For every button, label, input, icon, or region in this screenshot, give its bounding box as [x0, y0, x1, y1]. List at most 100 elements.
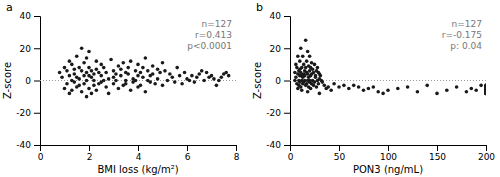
x-tick-label: 8 [234, 152, 240, 162]
point [372, 85, 376, 89]
y-tick-mark [34, 113, 40, 114]
point [386, 88, 390, 92]
point [77, 84, 81, 88]
point [77, 77, 81, 81]
y-tick-label: 40 [20, 11, 32, 21]
x-tick-label: 0 [288, 152, 294, 162]
x-tick-label: 2 [87, 152, 93, 162]
point [60, 75, 64, 79]
point [151, 64, 155, 68]
point [342, 84, 346, 88]
point [136, 74, 140, 78]
point [107, 92, 111, 96]
chart: 02468-40-2002040BMI loss (kg/m²)Z-scorea… [0, 0, 500, 177]
point [129, 88, 133, 92]
y-tick-label: 20 [20, 44, 32, 54]
point [465, 90, 469, 94]
point [95, 88, 99, 92]
point [73, 80, 77, 84]
point [308, 55, 312, 59]
point [102, 79, 106, 83]
point [180, 82, 184, 86]
point [75, 55, 79, 59]
point [217, 79, 221, 83]
y-axis: -40-2002040 [16, 11, 40, 150]
point [153, 82, 157, 86]
x-tick: 2 [87, 145, 93, 162]
y-axis-line [34, 17, 41, 146]
point [114, 72, 118, 76]
point [87, 87, 91, 91]
x-tick-mark [138, 145, 139, 151]
annotation-line: r=-0.175 [442, 30, 482, 40]
y-tick-mark [284, 48, 290, 49]
point [112, 69, 116, 73]
point [323, 84, 327, 88]
point [337, 85, 341, 89]
point [156, 67, 160, 71]
point [484, 84, 486, 88]
x-axis-title: PON3 (ng/mL) [353, 164, 423, 175]
x-tick-mark [236, 145, 237, 151]
x-tick: 150 [429, 145, 446, 162]
point [304, 38, 308, 42]
point [316, 66, 320, 70]
annotation: n=127r=0.413p<0.0001 [187, 19, 232, 51]
x-tick-mark [486, 145, 487, 151]
x-axis-title: BMI loss (kg/m²) [97, 164, 178, 175]
point [300, 88, 304, 92]
point [357, 85, 361, 89]
point [171, 75, 175, 79]
x-tick-label: 100 [380, 152, 397, 162]
x-tick: 0 [288, 145, 294, 162]
point [117, 87, 121, 91]
point [445, 88, 449, 92]
x-axis-line [291, 146, 487, 152]
plot-area [290, 38, 486, 95]
point [376, 90, 380, 94]
point [124, 79, 128, 83]
y-tick-mark [34, 145, 40, 146]
point [178, 74, 182, 78]
y-tick: 20 [20, 44, 40, 54]
point [347, 87, 351, 91]
point [80, 90, 84, 94]
point [367, 87, 371, 91]
point [296, 55, 300, 59]
point [202, 79, 206, 83]
x-tick-label: 0 [38, 152, 44, 162]
point [435, 92, 439, 96]
y-tick-label: 20 [270, 44, 282, 54]
point [210, 74, 214, 78]
y-axis-line [284, 17, 291, 146]
y-tick-mark [34, 48, 40, 49]
y-tick: 40 [20, 11, 40, 21]
point [68, 59, 72, 63]
x-tick: 200 [478, 145, 495, 162]
point [332, 82, 336, 86]
point [197, 72, 201, 76]
y-tick: 0 [25, 76, 40, 86]
x-axis: 050100150200 [288, 145, 496, 162]
point [112, 82, 116, 86]
y-tick: 40 [270, 11, 290, 21]
point [90, 75, 94, 79]
point [119, 74, 123, 78]
point [306, 90, 310, 94]
point [227, 74, 231, 78]
point [321, 80, 325, 84]
x-axis: 02468 [38, 145, 240, 162]
x-tick: 4 [136, 145, 142, 162]
y-tick: -20 [16, 108, 40, 118]
x-tick-mark [339, 145, 340, 151]
point [161, 84, 165, 88]
point [302, 63, 306, 67]
point [317, 82, 321, 86]
point [294, 63, 298, 67]
point [425, 84, 429, 88]
point [65, 69, 69, 73]
point [299, 85, 303, 89]
point [58, 71, 62, 75]
point [95, 59, 99, 63]
y-tick-mark [34, 16, 40, 17]
